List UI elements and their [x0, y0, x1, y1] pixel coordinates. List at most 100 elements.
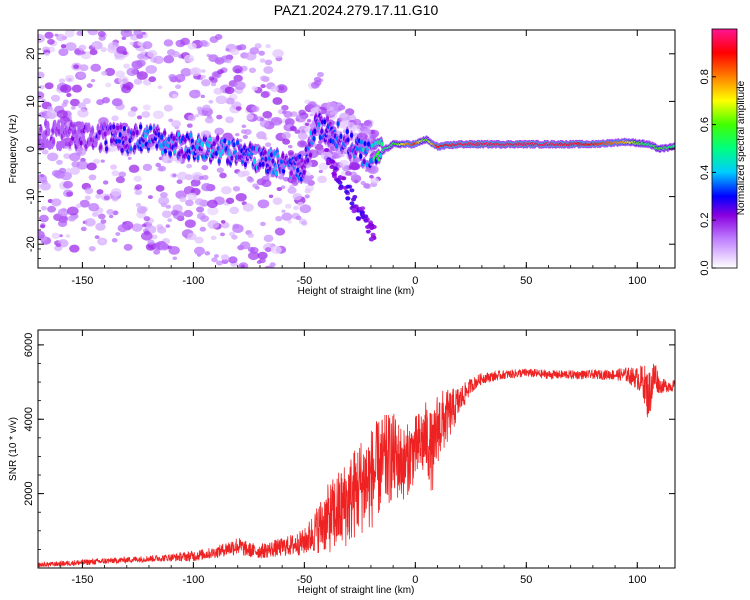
- spectrogram-blob: [57, 208, 69, 217]
- spectrogram-blob: [189, 67, 202, 76]
- spectrogram-ridge-cell: [331, 138, 335, 145]
- spectrogram-blob: [44, 52, 50, 57]
- spectrogram-blob: [349, 201, 355, 206]
- spectrogram-blob: [307, 119, 312, 123]
- spectrogram-blob: [55, 243, 62, 248]
- spectrogram-blob: [112, 98, 123, 107]
- spectrogram-blob: [214, 34, 223, 40]
- spectrogram-blob: [56, 109, 68, 119]
- spectrogram-ridge-cell: [114, 138, 119, 144]
- spectrogram-blob: [63, 153, 71, 159]
- spectrogram-blob: [278, 174, 285, 180]
- colorbar-tick-label: 0.2: [699, 213, 711, 228]
- spectrogram-x-tick-label: -50: [296, 275, 312, 287]
- spectrogram-blob: [168, 73, 177, 81]
- snr-panel: -150 -100 -50 0 50 100 2000 4000 6000 Height of …: [8, 329, 676, 596]
- spectrogram-blob: [165, 204, 172, 209]
- spectrogram-blob: [284, 203, 292, 209]
- spectrogram-blob: [41, 149, 49, 155]
- spectrogram-blob: [53, 22, 57, 25]
- spectrogram-ridge-cell: [158, 143, 163, 149]
- spectrogram-blob: [94, 235, 100, 240]
- spectrogram-blob: [344, 189, 350, 194]
- spectrogram-blob: [95, 222, 106, 231]
- spectrogram-blob: [248, 67, 257, 74]
- spectrogram-blob: [329, 165, 335, 170]
- spectrogram-ridge-cell: [135, 130, 139, 136]
- spectrogram-blob: [100, 159, 105, 163]
- spectrogram-blob: [135, 25, 140, 29]
- spectrogram-ridge-cell: [99, 144, 103, 150]
- spectrogram-blob: [121, 36, 127, 41]
- spectrogram-blob: [84, 195, 91, 201]
- spectrogram-blob: [370, 130, 376, 135]
- spectrogram-blob: [264, 59, 273, 66]
- spectrogram-blob: [183, 209, 194, 218]
- spectrogram-blob: [172, 173, 177, 177]
- spectrogram-blob: [47, 38, 55, 45]
- spectrogram-blob: [201, 79, 211, 87]
- spectrogram-blob: [70, 106, 76, 110]
- spectrogram-blob: [297, 132, 308, 140]
- spectrogram-blob: [259, 58, 266, 63]
- spectrogram-blob: [147, 195, 153, 200]
- spectrogram-blob: [46, 106, 53, 111]
- spectrogram-blob: [215, 95, 227, 105]
- spectrogram-blob: [89, 49, 98, 56]
- spectrogram-ridge-cell: [212, 141, 216, 147]
- spectrogram-ridge-cell: [168, 151, 172, 157]
- spectrogram-blob: [100, 239, 105, 243]
- spectrogram-ridge-cell: [274, 170, 279, 177]
- spectrogram-blob: [79, 199, 90, 208]
- spectrogram-blob: [219, 172, 227, 179]
- spectrogram-blob: [260, 84, 266, 89]
- spectrogram-blob: [38, 71, 45, 79]
- spectrogram-blob: [289, 125, 297, 132]
- spectrogram-blob: [129, 41, 134, 46]
- spectrogram-ridge-cell: [172, 135, 176, 142]
- spectrogram-blob: [67, 215, 77, 222]
- spectrogram-blob: [317, 71, 324, 78]
- colorbar-tick-label: 0.6: [699, 117, 711, 132]
- spectrogram-blob: [91, 43, 98, 48]
- spectrogram-blob: [216, 260, 223, 266]
- spectrogram-blob: [242, 134, 249, 139]
- spectrogram-blob: [69, 166, 81, 175]
- spectrogram-blob: [351, 209, 357, 214]
- spectrogram-blob: [38, 184, 42, 189]
- spectrogram-blob: [75, 203, 82, 209]
- spectrogram-blob: [324, 148, 330, 153]
- spectrogram-blob: [200, 215, 210, 223]
- snr-series-line: [38, 363, 675, 568]
- spectrogram-blob: [133, 78, 143, 85]
- spectrogram-blob: [329, 158, 335, 163]
- spectrogram-blob: [232, 224, 244, 234]
- spectrogram-blob: [299, 204, 312, 214]
- spectrogram-blob: [66, 168, 72, 172]
- spectrogram-blob: [369, 237, 375, 242]
- spectrogram-blob: [69, 152, 81, 162]
- spectrogram-blob: [269, 262, 276, 268]
- spectrogram-ridge-cell: [359, 153, 363, 159]
- spectrogram-blob: [268, 194, 274, 199]
- spectrogram-blob: [73, 64, 80, 69]
- spectrogram-blob: [355, 216, 361, 221]
- spectrogram-blob: [259, 75, 268, 82]
- spectrogram-blob: [136, 115, 143, 120]
- spectrogram-blob: [274, 227, 286, 236]
- spectrogram-ridge-cell: [187, 154, 191, 161]
- spectrogram-blob: [287, 150, 295, 155]
- spectrogram-blob: [220, 186, 232, 195]
- spectrogram-ridge-cell: [258, 162, 262, 168]
- spectrogram-blob: [225, 48, 230, 52]
- spectrogram-ridge-cell: [126, 128, 131, 134]
- spectrogram-blob: [208, 54, 219, 63]
- spectrogram-blob: [111, 196, 119, 202]
- spectrogram-ridge-cell: [296, 167, 300, 173]
- spectrogram-blob: [147, 49, 158, 58]
- spectrogram-blob: [172, 256, 178, 260]
- spectrogram-blob: [365, 224, 371, 229]
- spectrogram-blob: [292, 192, 303, 201]
- spectrogram-blob: [64, 74, 75, 83]
- spectrogram-ridge-cell: [133, 144, 137, 150]
